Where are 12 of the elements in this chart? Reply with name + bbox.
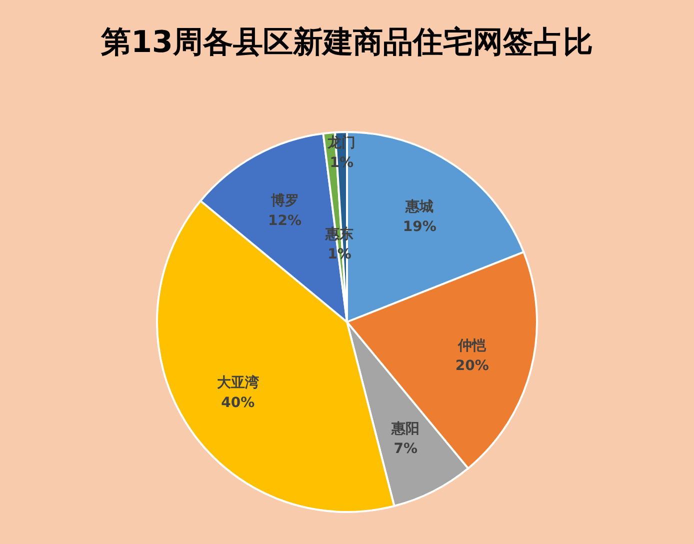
slice-label: 博罗 [270, 192, 299, 209]
slice-label: 仲恺 [457, 338, 488, 354]
data-label: 20% [455, 358, 489, 374]
data-label: 7% [394, 441, 418, 458]
data-label: 40% [221, 395, 255, 412]
slice-label: 大亚湾 [216, 374, 259, 392]
data-label: 1% [330, 155, 354, 172]
chart-title: 第13周各县区新建商品住宅网签占比 [100, 25, 593, 60]
data-label: 19% [402, 219, 436, 236]
slice-label: 惠城 [404, 199, 434, 216]
slice-label: 惠阳 [390, 421, 420, 438]
data-label: 12% [268, 212, 302, 229]
